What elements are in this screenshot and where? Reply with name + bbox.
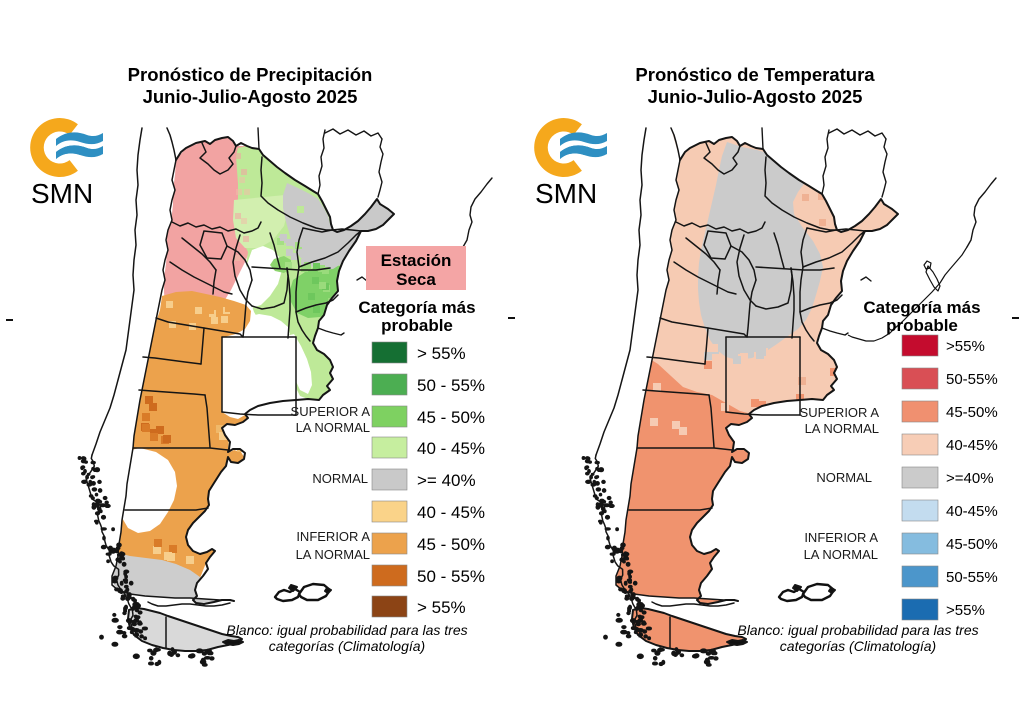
svg-text:45-50%: 45-50%	[946, 536, 998, 553]
svg-text:Blanco: igual probabilidad par: Blanco: igual probabilidad para las tres	[737, 622, 978, 638]
svg-text:Categoría más: Categoría más	[358, 298, 475, 317]
svg-text:Categoría más: Categoría más	[863, 298, 980, 317]
svg-text:>= 40%: >= 40%	[417, 471, 476, 490]
svg-text:Blanco: igual probabilidad par: Blanco: igual probabilidad para las tres	[226, 622, 467, 638]
svg-text:40 - 45%: 40 - 45%	[417, 439, 485, 458]
svg-text:categorías (Climatología): categorías (Climatología)	[780, 638, 936, 654]
svg-text:NORMAL: NORMAL	[816, 470, 872, 485]
svg-text:probable: probable	[381, 316, 453, 335]
svg-text:Junio-Julio-Agosto 2025: Junio-Julio-Agosto 2025	[143, 86, 358, 107]
svg-text:LA NORMAL: LA NORMAL	[804, 547, 878, 562]
svg-text:Estación: Estación	[381, 251, 452, 270]
svg-text:40 - 45%: 40 - 45%	[417, 503, 485, 522]
svg-text:45-50%: 45-50%	[946, 404, 998, 421]
svg-text:Pronóstico de Temperatura: Pronóstico de Temperatura	[635, 64, 875, 85]
svg-text:45 - 50%: 45 - 50%	[417, 535, 485, 554]
svg-text:LA NORMAL: LA NORMAL	[805, 421, 879, 436]
svg-text:50 - 55%: 50 - 55%	[417, 376, 485, 395]
svg-text:> 55%: > 55%	[417, 598, 466, 617]
svg-text:SMN: SMN	[31, 178, 93, 209]
svg-text:>55%: >55%	[946, 602, 985, 619]
svg-text:INFERIOR A: INFERIOR A	[296, 529, 370, 544]
svg-text:LA NORMAL: LA NORMAL	[296, 420, 370, 435]
svg-text:Pronóstico de Precipitación: Pronóstico de Precipitación	[128, 64, 373, 85]
svg-text:SMN: SMN	[535, 178, 597, 209]
svg-text:Seca: Seca	[396, 270, 436, 289]
svg-text:>=40%: >=40%	[946, 470, 994, 487]
svg-text:40-45%: 40-45%	[946, 503, 998, 520]
svg-text:NORMAL: NORMAL	[312, 471, 368, 486]
svg-text:50-55%: 50-55%	[946, 371, 998, 388]
svg-text:45 - 50%: 45 - 50%	[417, 408, 485, 427]
svg-text:Junio-Julio-Agosto 2025: Junio-Julio-Agosto 2025	[648, 86, 863, 107]
svg-text:INFERIOR A: INFERIOR A	[804, 530, 878, 545]
svg-text:probable: probable	[886, 316, 958, 335]
svg-text:> 55%: > 55%	[417, 344, 466, 363]
svg-text:LA NORMAL: LA NORMAL	[296, 547, 370, 562]
svg-text:50-55%: 50-55%	[946, 569, 998, 586]
svg-text:SUPERIOR A: SUPERIOR A	[800, 405, 880, 420]
svg-text:categorías (Climatología): categorías (Climatología)	[269, 638, 425, 654]
svg-text:40-45%: 40-45%	[946, 437, 998, 454]
svg-text:>55%: >55%	[946, 338, 985, 355]
svg-text:50 - 55%: 50 - 55%	[417, 567, 485, 586]
svg-text:SUPERIOR A: SUPERIOR A	[291, 404, 371, 419]
